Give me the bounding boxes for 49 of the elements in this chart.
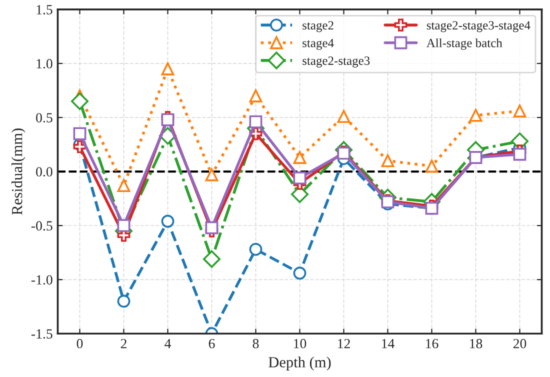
point — [117, 294, 130, 308]
point — [293, 266, 306, 280]
point — [425, 160, 438, 173]
y-tick-label: -1.5 — [31, 329, 52, 339]
y-tick-label: 1.5 — [36, 5, 52, 14]
legend-label: stage2-stage3 — [302, 56, 370, 68]
point — [293, 151, 306, 164]
point — [513, 104, 526, 118]
point — [161, 62, 174, 76]
y-tick-label: 1.0 — [36, 59, 52, 68]
point — [249, 242, 262, 256]
legend-label: stage2-stage3-stage4 — [426, 21, 530, 32]
x-tick-label: 2 — [120, 338, 126, 348]
x-tick-label: 8 — [252, 338, 259, 348]
x-tick-label: 18 — [470, 338, 482, 348]
x-tick-label: 6 — [208, 338, 215, 348]
point — [513, 148, 526, 161]
legend-label: stage4 — [302, 38, 334, 50]
point — [161, 214, 174, 228]
point — [205, 221, 218, 234]
x-tick-label: 20 — [513, 338, 526, 348]
point — [205, 168, 218, 182]
point — [73, 127, 86, 140]
point — [469, 108, 482, 122]
point — [117, 179, 130, 192]
x-axis-title: Depth (m) — [268, 356, 331, 371]
y-tick-label: -0.5 — [31, 221, 52, 231]
point — [73, 140, 86, 154]
y-tick-label: 0.0 — [36, 167, 52, 177]
point — [161, 113, 174, 126]
legend-label: stage2 — [302, 21, 334, 32]
x-tick-label: 10 — [294, 338, 306, 348]
point — [249, 89, 262, 102]
x-tick-label: 0 — [76, 338, 83, 348]
legend-label: All-stage batch — [426, 38, 502, 50]
y-axis-title: Residual(mm) — [11, 128, 26, 215]
point — [249, 115, 262, 128]
point — [381, 154, 394, 168]
y-tick-label: -1.0 — [31, 275, 52, 285]
point — [202, 250, 221, 268]
x-tick-label: 12 — [338, 338, 350, 348]
x-tick-label: 16 — [426, 338, 438, 348]
point — [337, 110, 350, 123]
y-tick-label: 0.5 — [36, 113, 52, 123]
point — [293, 172, 306, 184]
point — [117, 219, 130, 232]
point — [70, 92, 89, 110]
x-tick-label: 14 — [382, 338, 394, 348]
x-tick-label: 4 — [164, 339, 172, 348]
